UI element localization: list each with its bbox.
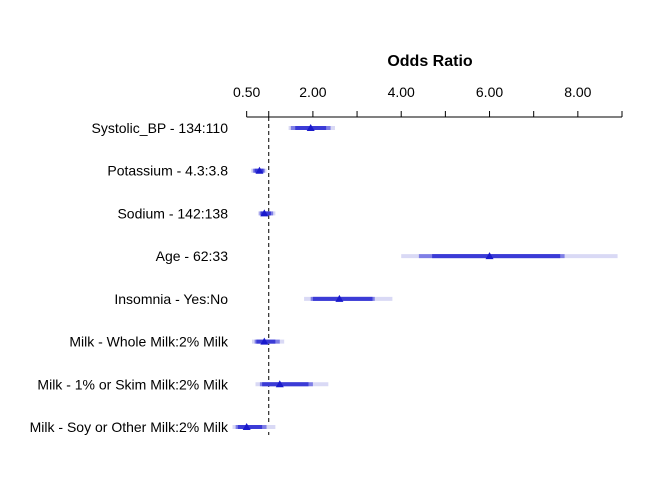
x-tick-label: 0.50: [233, 84, 260, 100]
estimate-point: [275, 380, 284, 388]
forest-row: Systolic_BP - 134:110: [92, 120, 335, 136]
estimate-point: [260, 337, 269, 345]
estimate-point: [255, 166, 264, 174]
row-label: Potassium - 4.3:3.8: [107, 163, 228, 179]
forest-row: Age - 62:33: [156, 248, 618, 264]
estimate-point: [335, 294, 344, 302]
x-tick-label: 2.00: [299, 84, 326, 100]
row-label: Insomnia - Yes:No: [114, 291, 228, 307]
row-label: Systolic_BP - 134:110: [92, 120, 229, 136]
x-tick-label: 4.00: [388, 84, 415, 100]
estimate-point: [260, 209, 269, 217]
row-label: Milk - 1% or Skim Milk:2% Milk: [37, 376, 229, 392]
row-label: Milk - Soy or Other Milk:2% Milk: [30, 419, 229, 435]
forest-row: Insomnia - Yes:No: [114, 291, 393, 307]
forest-row: Milk - Soy or Other Milk:2% Milk: [30, 419, 276, 435]
forest-row: Potassium - 4.3:3.8: [107, 163, 267, 179]
estimate-point: [242, 423, 251, 430]
row-label: Milk - Whole Milk:2% Milk: [69, 334, 229, 350]
x-axis: 0.50 2.00 4.00 6.00 8.00: [233, 84, 623, 118]
estimate-point: [485, 252, 494, 260]
chart-title: Odds Ratio: [387, 53, 473, 70]
estimate-point: [306, 124, 315, 131]
forest-row: Milk - Whole Milk:2% Milk: [69, 334, 285, 350]
forest-row: Milk - 1% or Skim Milk:2% Milk: [37, 376, 329, 392]
forest-rows: Systolic_BP - 134:110 Potassium - 4.3:3.8…: [30, 120, 618, 435]
forest-row: Sodium - 142:138: [117, 205, 276, 221]
row-label: Age - 62:33: [156, 248, 229, 264]
x-tick-label: 6.00: [476, 84, 503, 100]
row-label: Sodium - 142:138: [117, 205, 228, 221]
x-tick-label: 8.00: [564, 84, 591, 100]
